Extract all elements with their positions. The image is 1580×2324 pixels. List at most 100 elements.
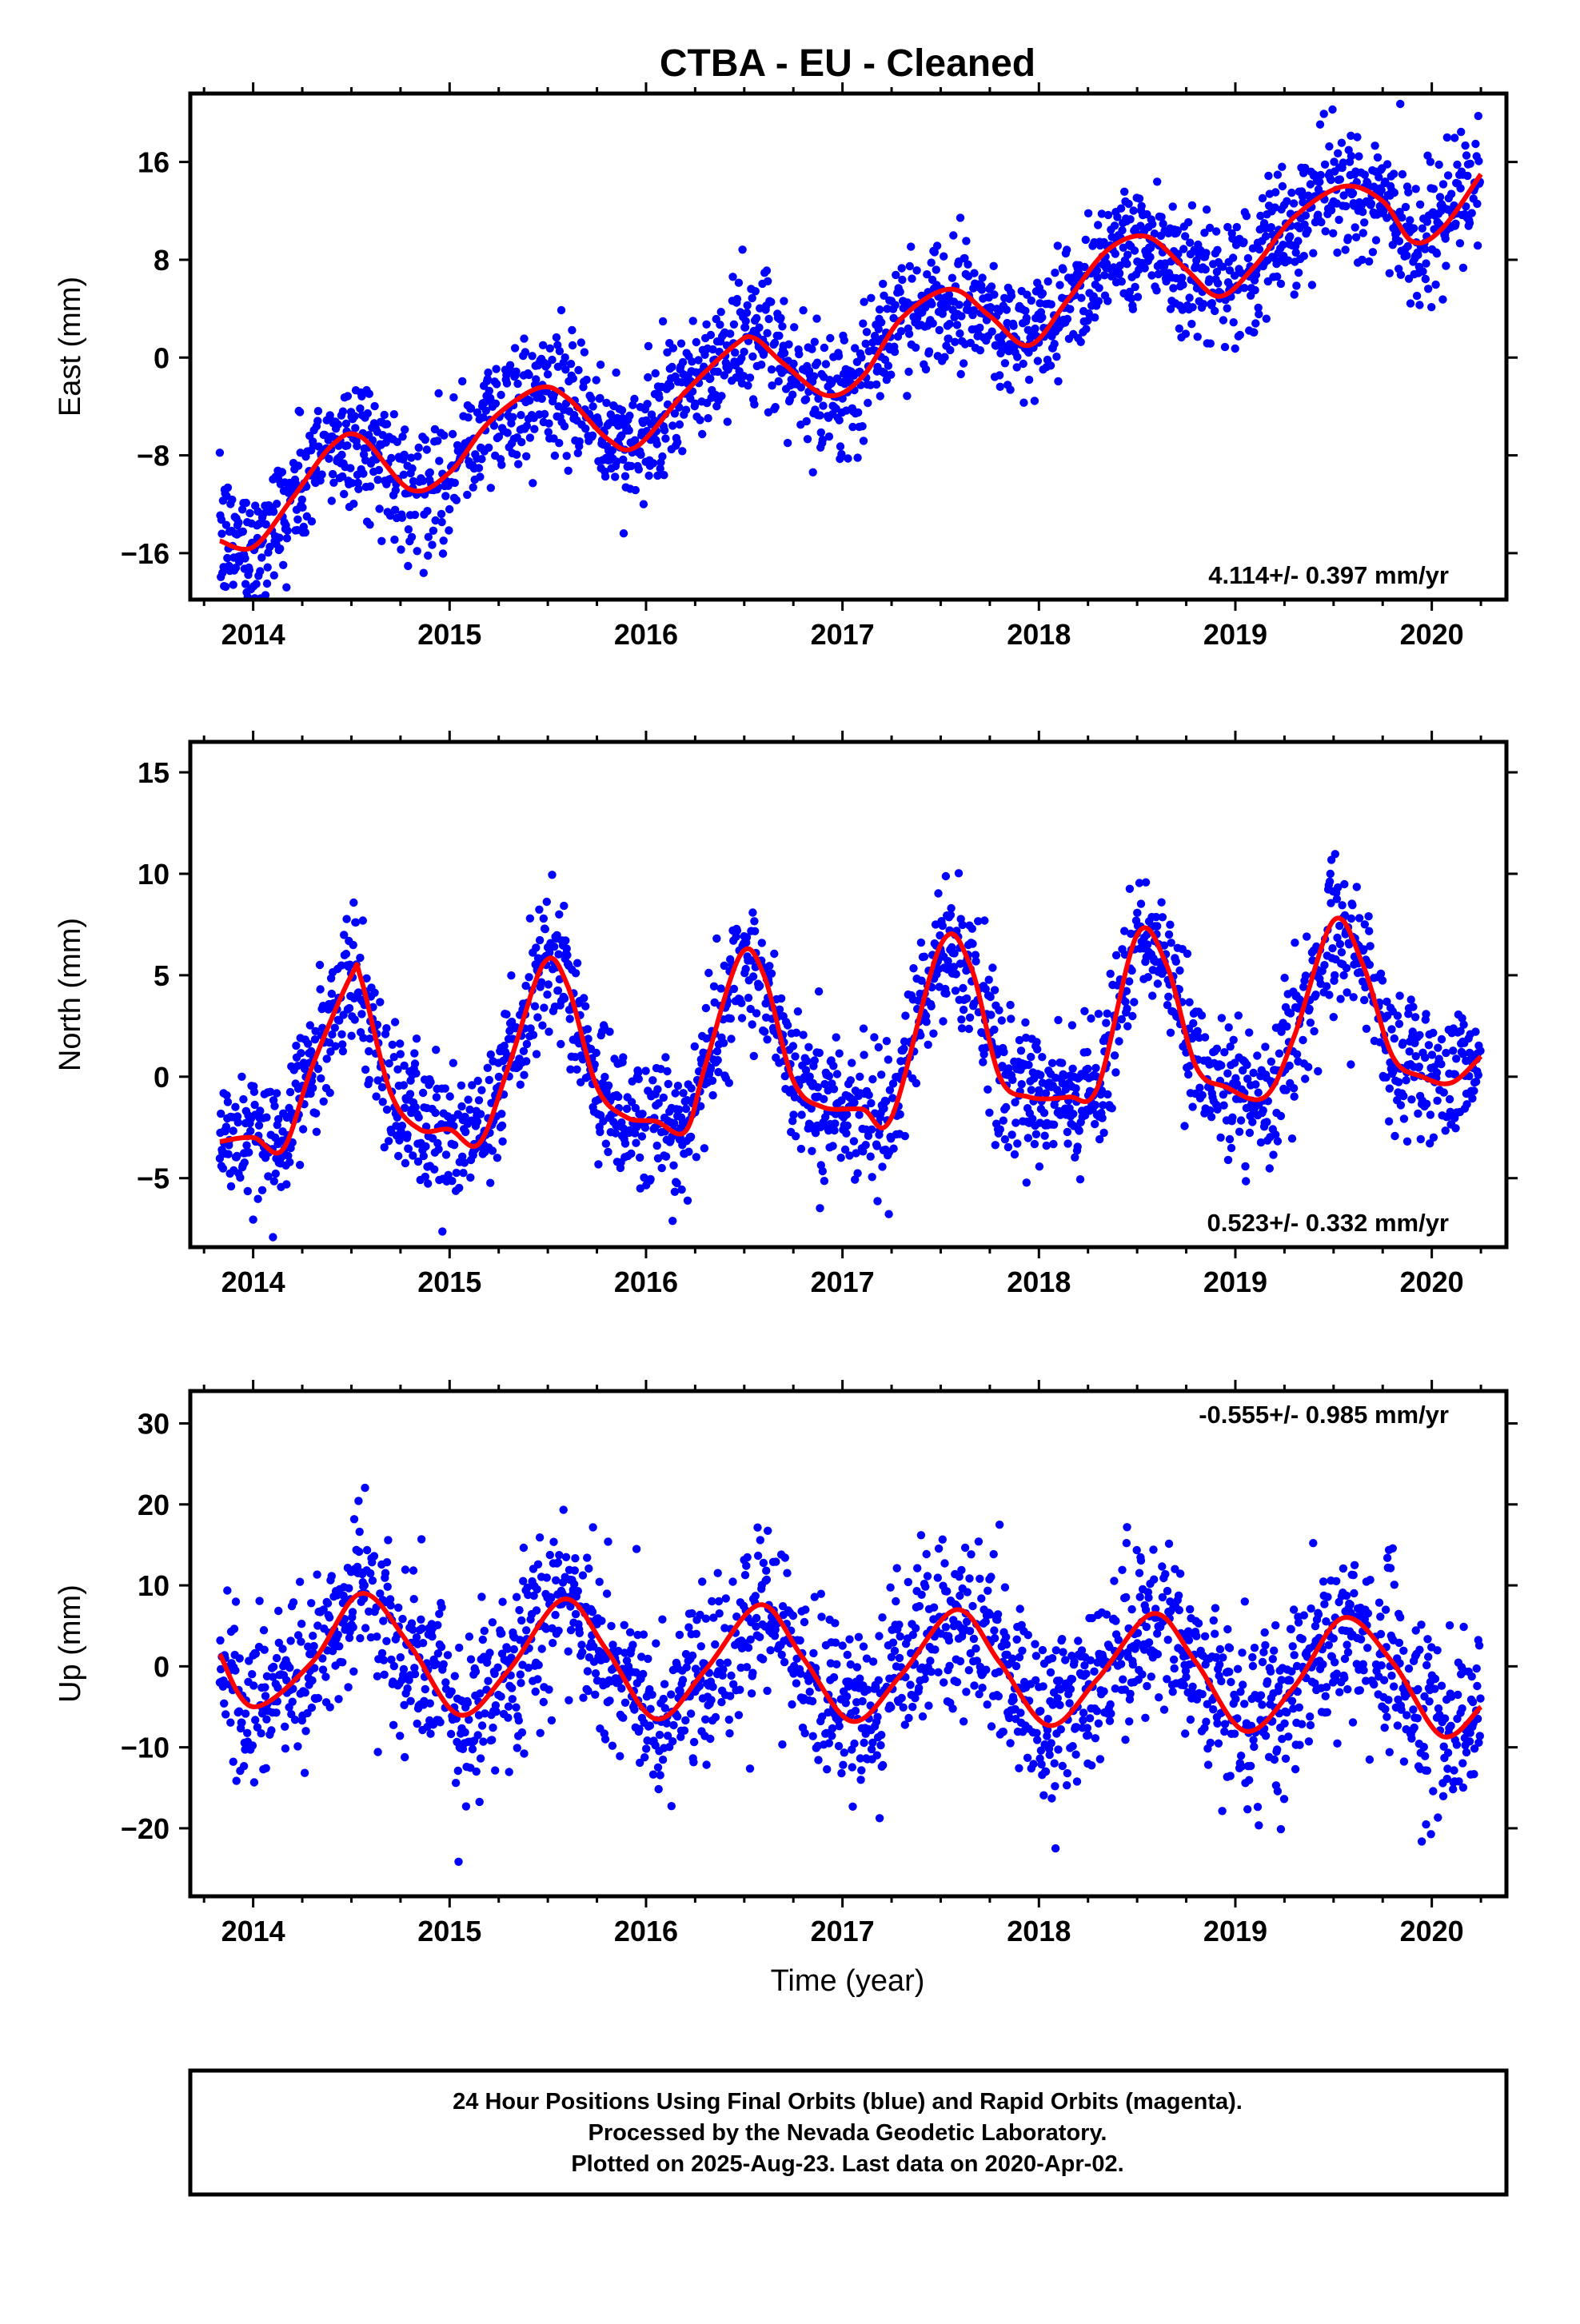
up-data-point	[433, 1621, 441, 1629]
east-data-point	[440, 432, 448, 440]
east-data-point	[1095, 297, 1103, 305]
east-data-point	[1374, 153, 1382, 161]
north-data-point	[1437, 1060, 1445, 1068]
east-data-point	[1416, 201, 1424, 209]
north-data-point	[1115, 1037, 1123, 1045]
east-data-point	[912, 344, 920, 352]
north-data-point	[684, 1148, 692, 1156]
east-data-point	[1300, 252, 1308, 260]
north-data-point	[541, 925, 549, 933]
north-y-tick-label: 0	[154, 1061, 170, 1094]
east-data-point	[530, 425, 538, 433]
up-data-point	[522, 1626, 530, 1634]
north-data-point	[1007, 1130, 1015, 1138]
up-data-point	[484, 1677, 492, 1685]
east-data-point	[359, 469, 367, 477]
north-data-point	[1123, 1022, 1131, 1030]
east-data-point	[1159, 220, 1167, 228]
east-data-point	[945, 320, 953, 328]
north-data-point	[441, 1084, 449, 1092]
east-data-point	[778, 322, 786, 330]
up-data-point	[702, 1615, 710, 1623]
north-data-point	[1325, 991, 1333, 999]
east-data-point	[1124, 200, 1132, 208]
up-data-point	[426, 1700, 434, 1708]
up-data-point	[285, 1664, 293, 1672]
north-data-point	[1301, 1074, 1309, 1082]
north-data-point	[1336, 995, 1344, 1003]
north-data-point	[554, 987, 562, 995]
up-data-point	[476, 1798, 484, 1806]
east-data-point	[872, 381, 880, 389]
east-data-point	[1082, 236, 1090, 244]
east-data-point	[1316, 121, 1324, 129]
east-data-point	[808, 345, 816, 353]
east-data-point	[445, 526, 453, 534]
east-data-point	[234, 518, 242, 526]
north-data-point	[1343, 964, 1351, 972]
east-data-point	[1267, 223, 1275, 231]
east-data-point	[1123, 251, 1131, 259]
east-data-point	[449, 393, 457, 401]
up-data-point	[361, 1624, 369, 1632]
north-data-point	[1027, 1086, 1035, 1094]
north-data-point	[688, 1084, 696, 1092]
east-data-point	[692, 338, 700, 346]
up-data-point	[472, 1668, 480, 1676]
east-data-point	[643, 400, 651, 408]
east-data-point	[853, 453, 861, 461]
east-data-point	[666, 382, 674, 390]
east-data-point	[1328, 106, 1336, 114]
north-data-point	[406, 1090, 414, 1098]
east-data-point	[1372, 236, 1380, 244]
up-data-point	[390, 1662, 398, 1670]
east-data-point	[788, 391, 796, 399]
north-data-point	[580, 994, 588, 1002]
up-data-point	[565, 1696, 573, 1704]
up-data-point	[355, 1548, 363, 1556]
north-data-point	[760, 1027, 768, 1035]
east-data-point	[948, 274, 956, 282]
up-data-point	[608, 1742, 616, 1750]
east-data-point	[1435, 161, 1443, 169]
north-data-point	[270, 1102, 278, 1110]
east-data-point	[957, 370, 965, 378]
north-data-point	[820, 1095, 828, 1103]
east-data-point	[716, 321, 724, 329]
north-data-point	[1001, 1135, 1009, 1143]
north-data-point	[1293, 1050, 1301, 1058]
east-data-point	[1398, 170, 1406, 178]
east-data-point	[812, 314, 820, 322]
east-data-point	[424, 552, 432, 560]
north-data-point	[998, 1016, 1006, 1024]
east-data-point	[857, 353, 865, 361]
north-data-point	[1166, 921, 1174, 929]
north-data-point	[924, 1041, 932, 1049]
up-data-point	[489, 1618, 497, 1626]
east-data-point	[1453, 161, 1461, 169]
north-data-point	[1429, 1029, 1437, 1037]
north-data-point	[461, 1128, 469, 1136]
up-data-point	[232, 1597, 240, 1605]
north-data-point	[314, 1065, 322, 1073]
east-data-point	[1141, 264, 1149, 272]
north-data-point	[1330, 1013, 1338, 1021]
north-data-point	[1021, 1018, 1029, 1026]
north-data-point	[442, 1150, 450, 1158]
east-data-point	[964, 261, 972, 269]
up-data-point	[554, 1627, 562, 1635]
east-data-point	[1295, 269, 1303, 277]
north-data-point	[376, 998, 384, 1006]
east-data-point	[738, 245, 746, 253]
east-data-point	[1027, 297, 1035, 305]
north-data-point	[1017, 1046, 1025, 1054]
east-data-point	[1187, 320, 1195, 328]
north-data-point	[1189, 1019, 1197, 1027]
north-data-point	[959, 984, 967, 992]
east-data-point	[1131, 283, 1139, 291]
north-data-point	[430, 1166, 438, 1174]
up-data-point	[462, 1802, 470, 1810]
east-data-point	[925, 347, 933, 355]
east-data-point	[1352, 233, 1360, 241]
up-data-point	[345, 1585, 353, 1593]
